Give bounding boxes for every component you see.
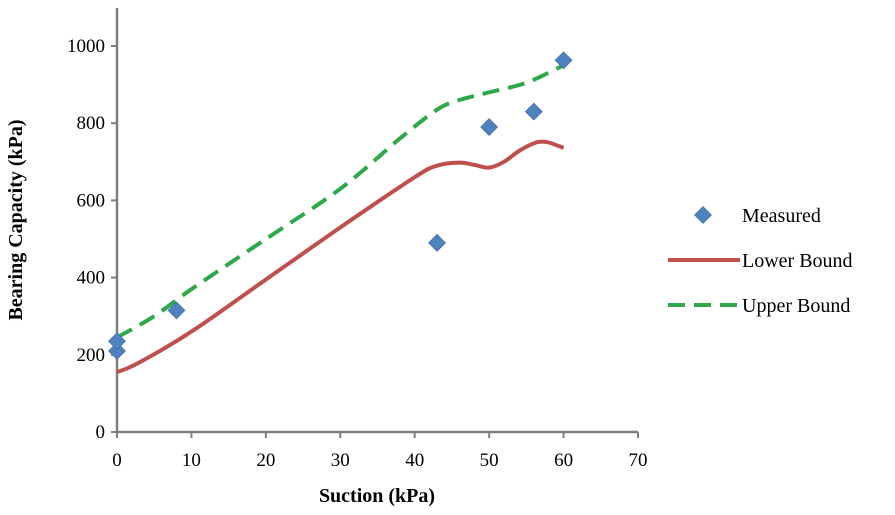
- x-tick-label: 60: [554, 450, 573, 471]
- measured-point: [554, 51, 573, 70]
- x-axis-ticks: 0 10 20 30 40 50 60 70: [112, 432, 648, 471]
- y-tick-label: 0: [96, 422, 106, 443]
- x-tick-label: 20: [256, 450, 275, 471]
- x-axis-title: Suction (kPa): [319, 485, 435, 507]
- x-tick-label: 70: [629, 450, 648, 471]
- y-axis-ticks: 0 200 400 600 800 1000: [67, 36, 117, 443]
- upper-bound-line: [116, 63, 565, 340]
- y-tick-label: 800: [77, 113, 106, 134]
- measured-point: [480, 118, 499, 136]
- y-tick-label: 1000: [67, 36, 105, 57]
- y-tick-label: 200: [77, 345, 106, 366]
- measured-point: [428, 233, 446, 252]
- measured-point: [524, 102, 543, 121]
- y-tick-label: 400: [77, 268, 106, 289]
- measured-point: [108, 332, 126, 351]
- x-tick-label: 10: [182, 450, 201, 471]
- y-tick-label: 600: [77, 190, 106, 211]
- x-tick-label: 30: [331, 450, 350, 471]
- legend-label-lower-bound: Lower Bound: [742, 250, 853, 272]
- x-tick-label: 50: [480, 450, 499, 471]
- series-layer: [108, 51, 573, 375]
- y-axis-title: Bearing Capacity (kPa): [5, 119, 27, 320]
- x-tick-label: 40: [405, 450, 424, 471]
- x-tick-label: 0: [112, 450, 122, 471]
- legend-label-measured: Measured: [742, 205, 821, 227]
- measured-point: [167, 301, 186, 320]
- measured-point: [108, 342, 126, 360]
- lower-bound-line: [116, 139, 565, 375]
- axes: [115, 8, 638, 434]
- legend-marker-measured: [694, 206, 712, 224]
- legend-label-upper-bound: Upper Bound: [742, 295, 850, 317]
- legend: Measured Lower Bound Upper Bound: [668, 205, 853, 317]
